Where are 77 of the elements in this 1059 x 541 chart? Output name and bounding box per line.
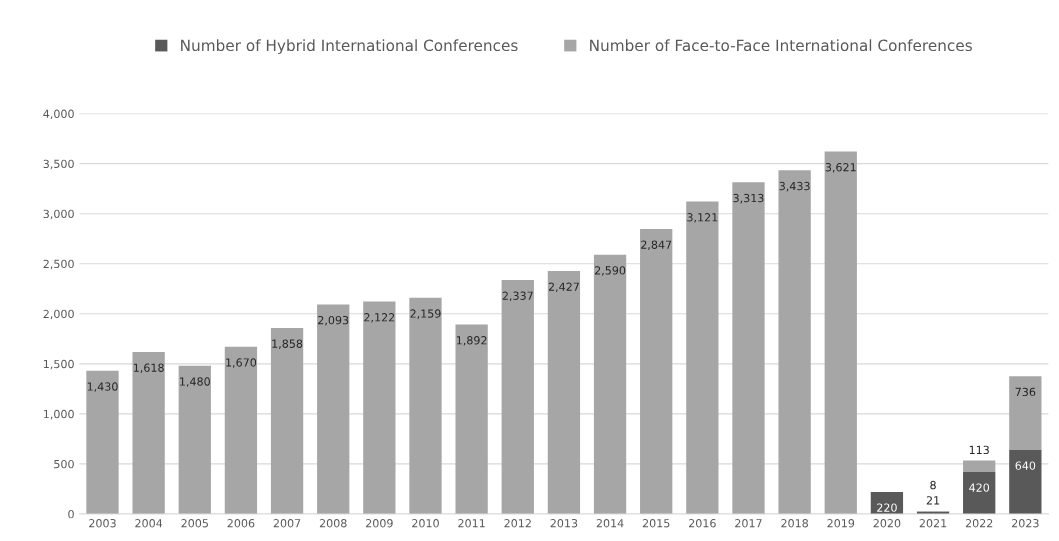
data-label: 736 (1015, 387, 1036, 397)
x-tick-label: 2016 (689, 519, 716, 528)
bar (363, 301, 396, 514)
x-tick-label: 2019 (827, 519, 855, 528)
data-label: 3,121 (687, 213, 718, 223)
data-label: 1,430 (87, 382, 118, 392)
bar (963, 471, 996, 514)
data-label: 1,618 (133, 363, 164, 374)
data-label: 2,847 (641, 240, 672, 251)
x-tick-label: 2009 (366, 519, 393, 528)
data-label: 2,427 (548, 282, 579, 293)
data-label: 3,433 (779, 181, 810, 192)
bar (86, 370, 119, 514)
bar (1009, 376, 1042, 450)
x-tick-label: 2003 (89, 519, 116, 528)
data-label: 2,122 (364, 313, 395, 323)
legend-label: Number of Hybrid International Conferences (181, 39, 518, 55)
bar (409, 297, 442, 514)
data-label: 220 (877, 503, 897, 512)
x-tick-label: 2005 (181, 519, 208, 528)
x-tick-label: 2015 (642, 519, 670, 528)
y-tick-label: 500 (54, 459, 74, 469)
data-label: 1,858 (272, 339, 303, 350)
x-tick-label: 2017 (735, 519, 762, 528)
x-tick-label: 2011 (458, 519, 485, 528)
data-label: 420 (969, 483, 990, 492)
data-label: 21 (926, 496, 940, 505)
bar (686, 201, 719, 514)
data-label: 8 (930, 480, 936, 490)
bar (270, 327, 304, 514)
data-label: 3,313 (733, 193, 764, 204)
bar (963, 460, 996, 472)
x-tick-label: 2012 (504, 519, 531, 528)
y-tick-label: 3,500 (43, 159, 74, 170)
bar (778, 170, 811, 514)
bar (178, 365, 211, 514)
x-tick-label: 2018 (781, 519, 809, 528)
x-tick-label: 2013 (550, 519, 578, 528)
bar (640, 229, 673, 514)
bar (593, 254, 627, 514)
data-label: 3,621 (825, 163, 856, 173)
x-tick-label: 2014 (596, 519, 624, 528)
x-tick-label: 2004 (135, 519, 163, 528)
bar (455, 324, 488, 514)
x-tick-label: 2010 (412, 519, 439, 528)
bar (317, 304, 350, 514)
bar (547, 271, 581, 514)
bar (1009, 449, 1042, 514)
x-tick-label: 2021 (919, 519, 947, 528)
x-tick-label: 2022 (965, 519, 993, 528)
y-tick-label: 4,000 (43, 109, 74, 120)
legend-label: Number of Face-to-Face International Conferences (590, 39, 972, 52)
x-tick-label: 2023 (1012, 519, 1039, 528)
y-tick-label: 1,500 (43, 359, 74, 370)
y-tick-label: 2,000 (43, 309, 74, 320)
data-label: 2,337 (502, 291, 533, 302)
y-tick-label: 2,500 (43, 259, 74, 270)
data-label: 113 (969, 445, 989, 455)
data-label: 2,159 (410, 309, 441, 319)
data-label: 2,590 (594, 266, 626, 276)
data-label: 2,093 (318, 315, 349, 326)
x-tick-label: 2020 (873, 519, 901, 528)
y-tick-label: 1,000 (43, 409, 74, 420)
data-label: 1,480 (180, 377, 210, 387)
x-tick-label: 2006 (227, 519, 255, 528)
y-tick-label: 0 (68, 509, 74, 519)
x-tick-label: 2007 (273, 519, 301, 528)
data-label: 1,670 (226, 358, 257, 368)
x-tick-label: 2008 (319, 519, 347, 528)
y-tick-label: 3,000 (43, 209, 74, 220)
bar (824, 151, 857, 514)
bar (224, 346, 258, 514)
data-label: 1,892 (456, 336, 487, 346)
bar (132, 352, 165, 514)
data-label: 640 (1015, 461, 1036, 470)
bar (732, 182, 765, 514)
bar (501, 280, 534, 514)
